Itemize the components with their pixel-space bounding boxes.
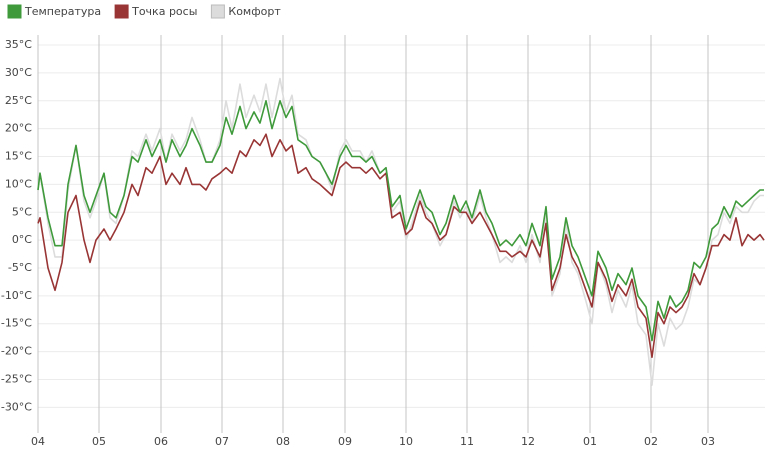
x-tick-label: 05 [92, 435, 106, 448]
x-tick-label: 09 [338, 435, 352, 448]
x-tick-label: 02 [644, 435, 658, 448]
legend-label: Температура [24, 5, 101, 18]
y-tick-label: 10°C [5, 177, 32, 190]
y-tick-label: 35°C [5, 38, 32, 51]
x-tick-label: 07 [215, 435, 229, 448]
y-tick-label: 25°C [5, 94, 32, 107]
y-tick-label: -20°C [1, 345, 32, 358]
y-tick-label: -25°C [1, 372, 32, 385]
x-tick-label: 03 [701, 435, 715, 448]
y-tick-label: 0°C [12, 233, 32, 246]
x-tick-label: 08 [276, 435, 290, 448]
x-tick-label: 12 [521, 435, 535, 448]
legend-label: Точка росы [131, 5, 197, 18]
legend-label: Комфорт [228, 5, 281, 18]
y-tick-label: 5°C [12, 205, 32, 218]
y-tick-label: -5°C [8, 261, 32, 274]
legend-swatch [114, 4, 129, 19]
y-tick-label: -30°C [1, 400, 32, 413]
y-tick-label: 15°C [5, 150, 32, 163]
x-tick-label: 04 [31, 435, 45, 448]
series-line [37, 100, 764, 342]
series-line [37, 133, 765, 358]
legend-swatch [7, 4, 22, 19]
x-tick-label: 11 [460, 435, 474, 448]
x-tick-label: 06 [154, 435, 168, 448]
y-tick-label: -10°C [1, 289, 32, 302]
legend-swatch [210, 4, 225, 19]
x-tick-label: 10 [399, 435, 413, 448]
y-tick-label: 20°C [5, 122, 32, 135]
y-tick-label: -15°C [1, 317, 32, 330]
x-tick-label: 01 [583, 435, 597, 448]
y-tick-label: 30°C [5, 66, 32, 79]
